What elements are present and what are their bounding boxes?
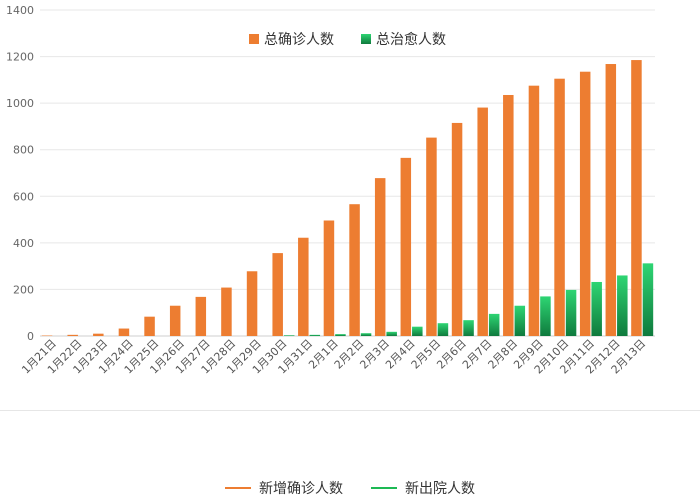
legend: 总确诊人数 总治愈人数: [249, 32, 446, 48]
y-tick-label: 600: [13, 190, 34, 203]
bar-cured: [643, 263, 654, 336]
bar-confirmed: [349, 204, 360, 336]
x-axis: 1月21日1月22日1月23日1月24日1月25日1月26日1月27日1月28日…: [19, 337, 648, 377]
y-tick-label: 400: [13, 237, 34, 250]
bar-confirmed: [221, 288, 232, 336]
y-tick-label: 1400: [6, 4, 34, 17]
bar-confirmed: [631, 60, 642, 336]
bar-confirmed: [119, 329, 130, 336]
bar-cured: [335, 334, 346, 336]
bar-confirmed: [272, 253, 283, 336]
bar-cured: [591, 282, 602, 336]
bottom-legend-item-confirmed: 新增确诊人数: [225, 478, 343, 498]
y-axis: 0 200 400 600 800 1000 1200 1400: [6, 4, 34, 343]
legend-item-cured: 总治愈人数: [361, 32, 446, 48]
bar-cured: [310, 335, 321, 336]
bar-confirmed: [401, 158, 412, 336]
bar-confirmed: [93, 334, 104, 336]
bar-confirmed: [324, 221, 335, 336]
y-tick-label: 0: [27, 330, 34, 343]
bar-confirmed: [529, 86, 540, 336]
bottom-legend-label: 新增确诊人数: [259, 478, 343, 498]
bar-confirmed: [426, 138, 437, 336]
legend-item-confirmed: 总确诊人数: [249, 32, 334, 48]
bars: [42, 60, 653, 336]
bar-confirmed: [67, 335, 78, 336]
bar-confirmed: [503, 95, 514, 336]
bar-confirmed: [170, 306, 181, 336]
bar-cured: [566, 290, 577, 336]
bar-cured: [489, 314, 500, 336]
bottom-legend-label: 新出院人数: [405, 478, 475, 498]
y-tick-label: 1200: [6, 51, 34, 64]
divider: [0, 410, 700, 411]
legend-label: 总治愈人数: [376, 32, 446, 48]
bottom-legend: 新增确诊人数 新出院人数: [0, 478, 700, 498]
bar-confirmed: [580, 72, 591, 336]
bar-confirmed: [477, 108, 488, 336]
bar-confirmed: [452, 123, 463, 336]
bar-cured: [284, 335, 295, 336]
bar-cured: [617, 275, 628, 336]
bar-confirmed: [606, 64, 617, 336]
green-line-icon: [371, 487, 397, 489]
bar-cured: [386, 332, 397, 336]
bar-confirmed: [247, 271, 258, 336]
bar-cured: [463, 320, 474, 336]
bar-cured: [361, 333, 372, 336]
bar-cured: [540, 296, 551, 336]
legend-label: 总确诊人数: [264, 32, 334, 48]
bar-cured: [438, 323, 449, 336]
bar-cured: [412, 327, 423, 336]
y-tick-label: 800: [13, 144, 34, 157]
orange-line-icon: [225, 487, 251, 489]
bar-confirmed: [554, 79, 565, 336]
legend-swatch: [361, 34, 371, 44]
legend-swatch: [249, 34, 259, 44]
bar-cured: [515, 306, 526, 336]
bar-confirmed: [144, 317, 155, 336]
y-tick-label: 1000: [6, 97, 34, 110]
y-tick-label: 200: [13, 283, 34, 296]
bar-confirmed: [375, 178, 386, 336]
bar-confirmed: [298, 238, 309, 336]
bar-confirmed: [196, 297, 207, 336]
bottom-legend-item-discharged: 新出院人数: [371, 478, 475, 498]
